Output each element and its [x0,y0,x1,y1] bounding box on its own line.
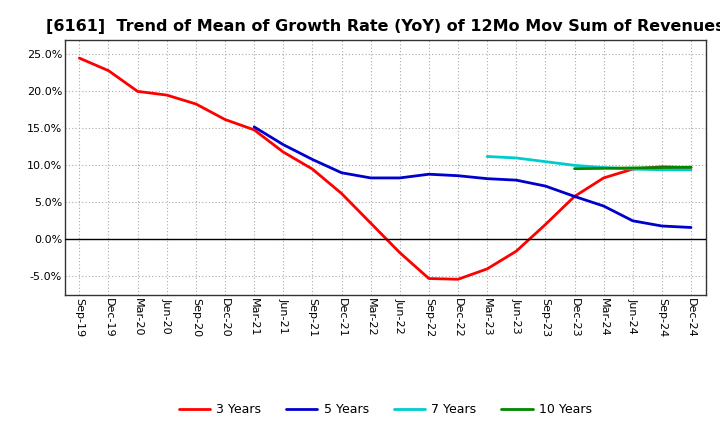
5 Years [308,157,317,162]
3 Years [483,266,492,271]
5 Years [250,124,258,129]
3 Years [512,249,521,254]
Line: 5 Years: 5 Years [254,127,691,227]
7 Years [599,165,608,170]
7 Years [541,159,550,164]
3 Years [395,250,404,255]
Legend: 3 Years, 5 Years, 7 Years, 10 Years: 3 Years, 5 Years, 7 Years, 10 Years [174,398,597,421]
5 Years [629,218,637,224]
5 Years [541,183,550,189]
3 Years [104,68,113,73]
3 Years [163,92,171,98]
3 Years [75,55,84,61]
7 Years [629,166,637,172]
3 Years [657,164,666,169]
7 Years [483,154,492,159]
5 Years [512,177,521,183]
Title: [6161]  Trend of Mean of Growth Rate (YoY) of 12Mo Mov Sum of Revenues: [6161] Trend of Mean of Growth Rate (YoY… [46,19,720,34]
10 Years [657,165,666,170]
5 Years [279,142,287,147]
7 Years [657,167,666,172]
10 Years [629,165,637,171]
5 Years [337,170,346,176]
5 Years [425,172,433,177]
5 Years [657,224,666,229]
3 Years [308,166,317,172]
7 Years [570,163,579,168]
Line: 3 Years: 3 Years [79,58,691,279]
3 Years [541,222,550,227]
3 Years [220,117,229,122]
Line: 7 Years: 7 Years [487,157,691,170]
5 Years [570,194,579,199]
Line: 10 Years: 10 Years [575,167,691,169]
5 Years [454,173,462,178]
3 Years [454,277,462,282]
3 Years [337,191,346,196]
3 Years [425,276,433,281]
3 Years [599,175,608,180]
7 Years [512,155,521,161]
3 Years [192,101,200,106]
3 Years [279,150,287,155]
5 Years [687,225,696,230]
7 Years [687,167,696,172]
3 Years [687,165,696,170]
10 Years [599,166,608,171]
5 Years [395,175,404,180]
10 Years [687,165,696,170]
3 Years [366,220,375,226]
5 Years [366,175,375,180]
3 Years [570,194,579,199]
3 Years [250,127,258,132]
5 Years [599,203,608,209]
3 Years [629,166,637,172]
5 Years [483,176,492,181]
10 Years [570,166,579,171]
3 Years [133,89,142,94]
